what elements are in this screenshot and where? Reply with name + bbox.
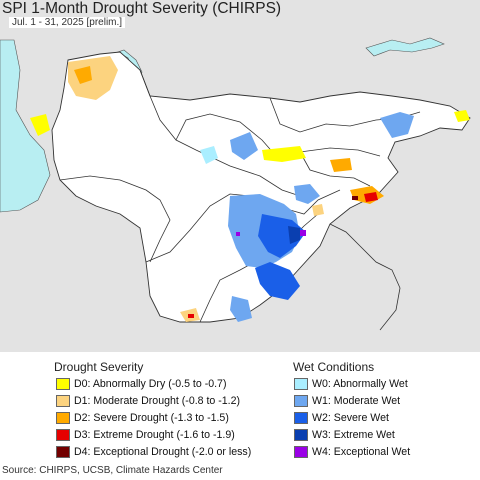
map-canvas [0, 37, 471, 331]
balkhash-lake [365, 37, 445, 57]
d0-swatch [56, 377, 70, 390]
w1-swatch [294, 394, 308, 407]
source-credit: Source: CHIRPS, UCSB, Climate Hazards Ce… [2, 465, 223, 476]
w2-swatch [294, 411, 308, 424]
w0-label: W0: Abnormally Wet [312, 377, 408, 390]
d2-label: D2: Severe Drought (-1.3 to -1.5) [74, 411, 229, 424]
legend-item-w0: W0: Abnormally Wet [294, 376, 408, 391]
legend-item-w1: W1: Moderate Wet [294, 393, 400, 408]
legend-item-w3: W3: Extreme Wet [294, 427, 395, 442]
d1-label: D1: Moderate Drought (-0.8 to -1.2) [74, 394, 241, 407]
wet-legend-title: Wet Conditions [293, 360, 375, 374]
d4-swatch [56, 445, 70, 458]
drought-map: SPI 1-Month Drought Severity (CHIRPS) Ju… [0, 0, 480, 352]
w1-label: W1: Moderate Wet [312, 394, 401, 407]
w3-swatch [294, 428, 308, 441]
drought-legend-title: Drought Severity [54, 360, 144, 374]
d0-label: D0: Abnormally Dry (-0.5 to -0.7) [74, 377, 227, 390]
legend-item-d3: D3: Extreme Drought (-1.6 to -1.9) [56, 427, 235, 442]
legend-item-d4: D4: Exceptional Drought (-2.0 or less) [56, 444, 251, 459]
d3-label: D3: Extreme Drought (-1.6 to -1.9) [74, 428, 235, 441]
d1-swatch [56, 394, 70, 407]
legend-item-d0: D0: Abnormally Dry (-0.5 to -0.7) [56, 376, 226, 391]
legend-item-w4: W4: Exceptional Wet [294, 444, 410, 459]
map-subtitle: Jul. 1 - 31, 2025 [prelim.] [9, 17, 126, 28]
map-title: SPI 1-Month Drought Severity (CHIRPS) [2, 0, 282, 17]
country-borders [59, 69, 421, 331]
caspian-sea [0, 39, 51, 213]
d2-swatch [56, 411, 70, 424]
legend-item-d2: D2: Severe Drought (-1.3 to -1.5) [56, 410, 229, 425]
w2-label: W2: Severe Wet [312, 411, 389, 424]
legend-item-w2: W2: Severe Wet [294, 410, 389, 425]
w0-swatch [294, 377, 308, 390]
w3-label: W3: Extreme Wet [312, 428, 395, 441]
d4-label: D4: Exceptional Drought (-2.0 or less) [74, 445, 252, 458]
drought-patches [30, 56, 470, 322]
w4-label: W4: Exceptional Wet [312, 445, 411, 458]
legend-item-d1: D1: Moderate Drought (-0.8 to -1.2) [56, 393, 240, 408]
w4-swatch [294, 445, 308, 458]
wet-patches [200, 112, 414, 322]
d3-swatch [56, 428, 70, 441]
